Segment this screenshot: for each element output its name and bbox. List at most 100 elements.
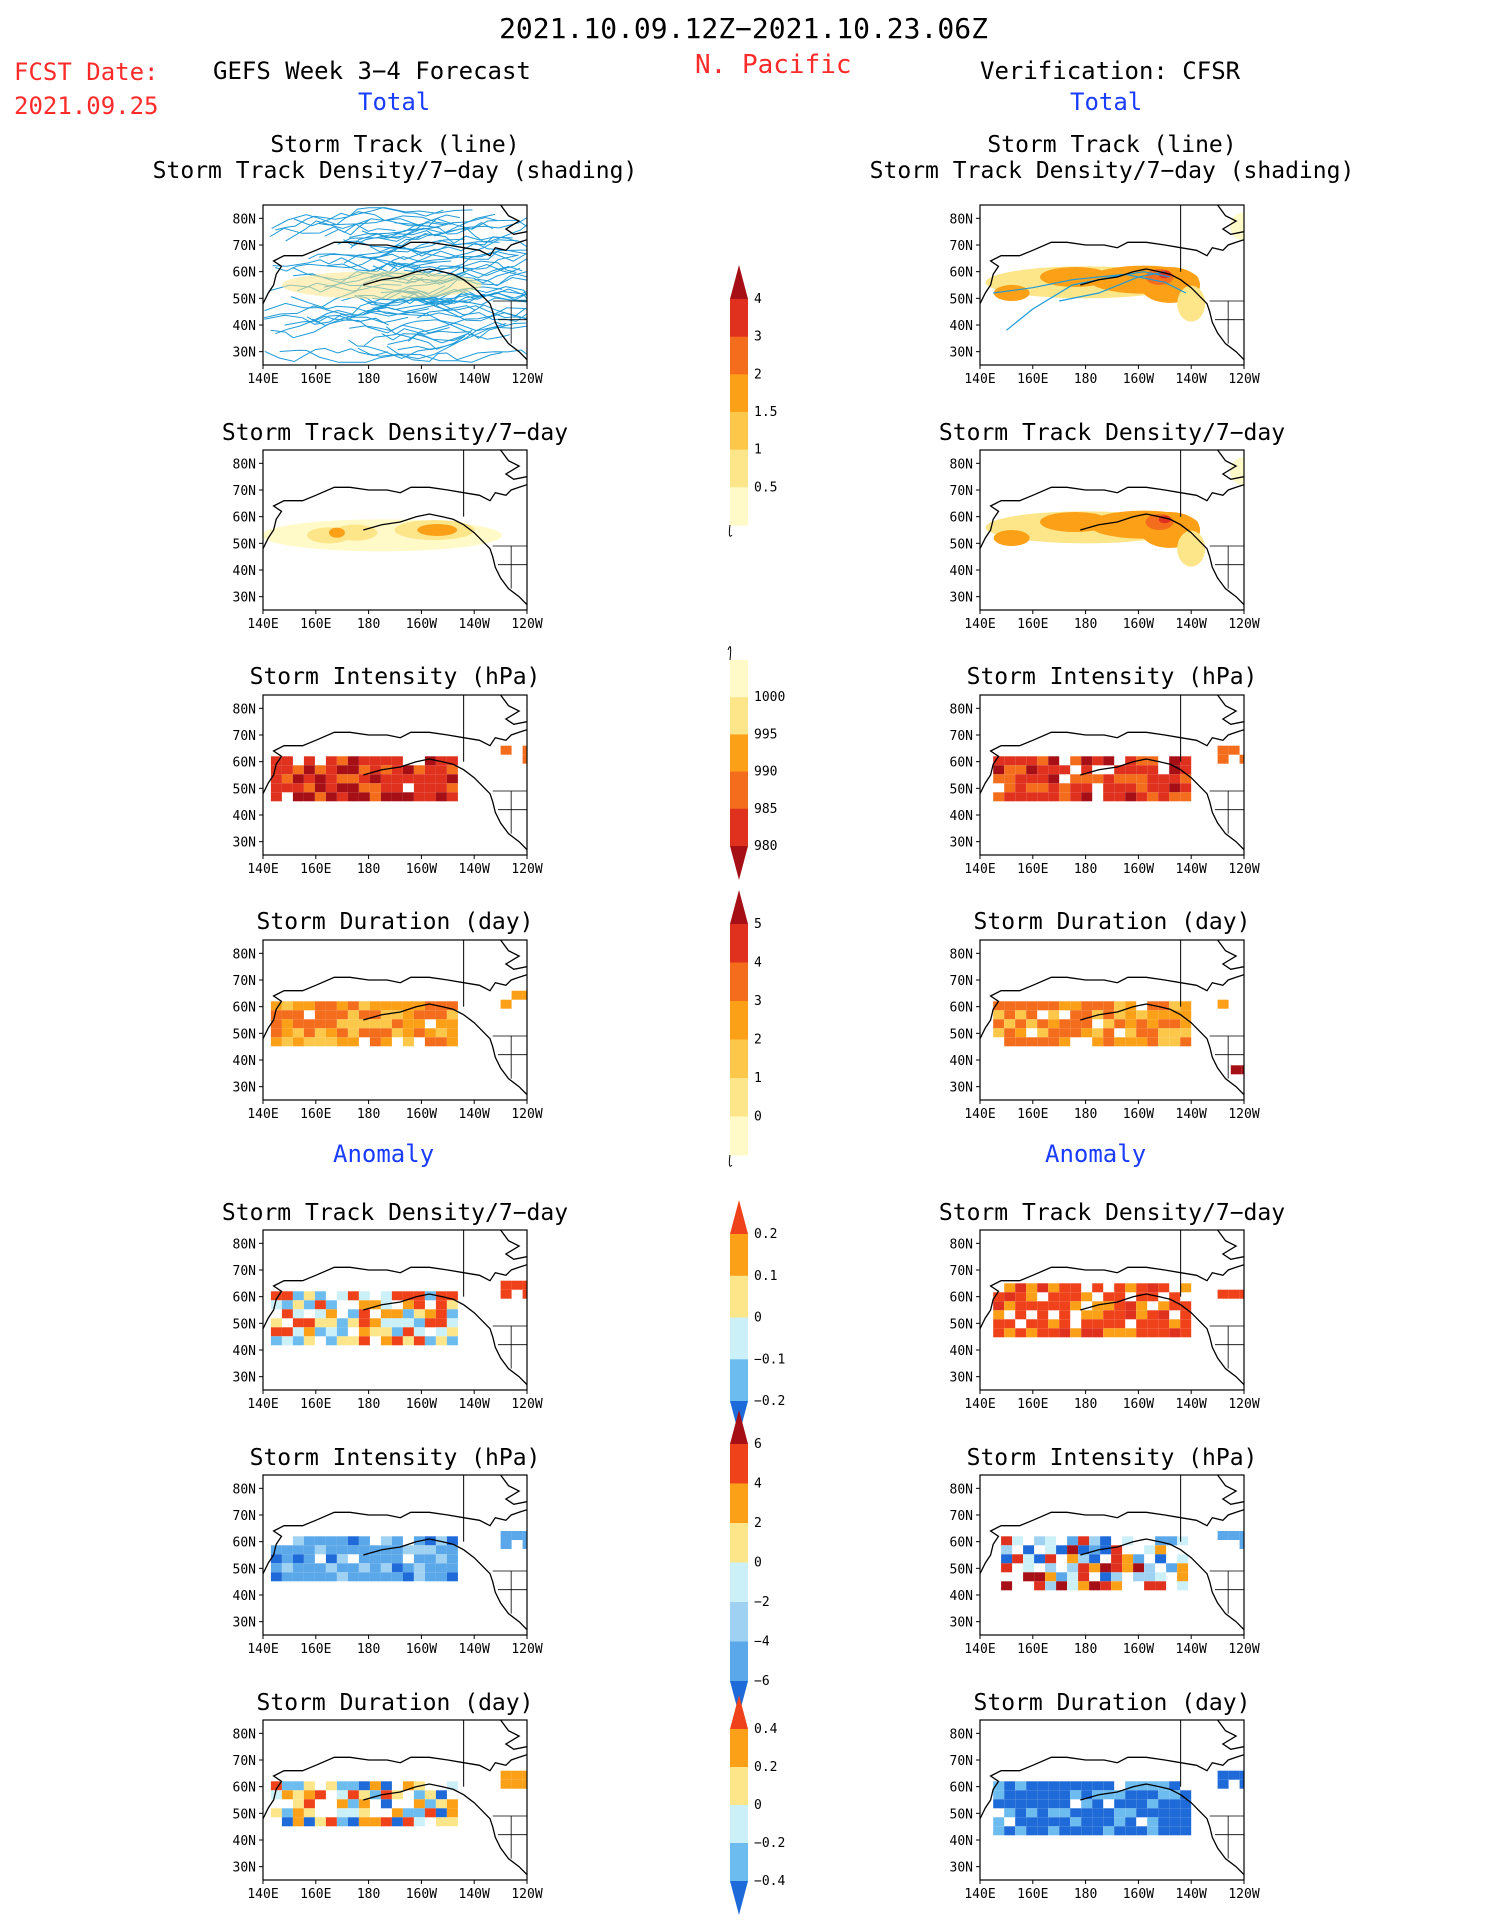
- grid-cell: [424, 1309, 436, 1319]
- colorbar-density-anomaly: 0.2 0.1 0 −0.1 −0.2: [730, 1200, 785, 1435]
- grid-cell: [1177, 1572, 1189, 1582]
- grid-cell: [303, 1781, 315, 1791]
- grid-cell: [1004, 1301, 1016, 1311]
- grid-cell: [303, 1563, 315, 1573]
- grid-cell: [1147, 1826, 1159, 1836]
- grid-cell: [435, 774, 447, 784]
- grid-cell: [1026, 1301, 1038, 1311]
- grid-cell: [1180, 1817, 1192, 1827]
- grid-cell: [1004, 792, 1016, 802]
- grid-cell: [1089, 1545, 1101, 1555]
- map-area: [263, 1230, 527, 1386]
- grid-cell: [1158, 1010, 1170, 1020]
- grid-cell: [1180, 1799, 1192, 1809]
- grid-cell: [446, 1554, 458, 1564]
- grid-cell: [424, 765, 436, 775]
- grid-cell: [1048, 1301, 1060, 1311]
- grid-cell: [993, 1790, 1005, 1800]
- grid-cell: [522, 1531, 527, 1540]
- grid-cell: [1180, 1028, 1192, 1038]
- grid-cell: [270, 783, 282, 793]
- lon-tick-label: 140W: [459, 1107, 490, 1122]
- colorbar-segment: [730, 449, 748, 488]
- grid-cell: [1059, 1790, 1071, 1800]
- grid-cell: [1103, 1328, 1115, 1338]
- colorbar-label: 3: [754, 330, 762, 345]
- grid-cell: [391, 1572, 403, 1582]
- colorbar-label: 4: [754, 1477, 762, 1492]
- grid-cell: [336, 1572, 348, 1582]
- grid-cell: [358, 1291, 370, 1301]
- lat-tick-label: 30N: [950, 1616, 973, 1631]
- grid-cell: [1114, 1310, 1126, 1320]
- storm-track-line: [264, 347, 389, 363]
- grid-cell: [1048, 1292, 1060, 1302]
- coastline: [500, 1230, 527, 1260]
- lon-tick-label: 140W: [1176, 1642, 1207, 1657]
- grid-cell: [347, 1019, 359, 1029]
- lat-tick-label: 50N: [950, 1562, 973, 1577]
- lat-tick-label: 50N: [950, 782, 973, 797]
- lon-tick-label: 160W: [1123, 372, 1154, 387]
- map-area: [980, 1230, 1244, 1386]
- grid-cell: [1103, 1781, 1115, 1791]
- grid-cell: [1136, 1790, 1148, 1800]
- grid-cell: [402, 1808, 414, 1818]
- grid-cell: [369, 1019, 381, 1029]
- panel-title: Storm Track Density/7−day: [939, 1200, 1285, 1226]
- grid-cell: [1037, 1808, 1049, 1818]
- lon-tick-label: 160W: [1123, 617, 1154, 632]
- grid-cell: [1001, 1563, 1013, 1573]
- grid-cell: [1037, 1001, 1049, 1011]
- grid-cell: [402, 1028, 414, 1038]
- colorbar-segment: [730, 1767, 748, 1806]
- lon-tick-label: 140E: [964, 1107, 995, 1122]
- grid-cell: [380, 1554, 392, 1564]
- grid-cell: [1136, 756, 1148, 766]
- grid-cell: [1015, 1310, 1027, 1320]
- colorbar-label: 980: [754, 839, 777, 854]
- grid-cell: [281, 1554, 293, 1564]
- grid-cell: [435, 1318, 447, 1328]
- grid-cell: [1037, 792, 1049, 802]
- grid-cell: [446, 1300, 458, 1310]
- lat-tick-label: 40N: [233, 1834, 256, 1849]
- grid-cell: [325, 1545, 337, 1555]
- grid-cell: [1180, 1328, 1192, 1338]
- grid-cell: [281, 1808, 293, 1818]
- grid-cell: [1180, 1319, 1192, 1329]
- grid-cell: [993, 1301, 1005, 1311]
- grid-cell: [1147, 1328, 1159, 1338]
- grid-cell: [292, 1037, 304, 1047]
- grid-cell: [1070, 1328, 1082, 1338]
- lat-tick-label: 40N: [950, 809, 973, 824]
- grid-cell: [380, 1309, 392, 1319]
- grid-cell: [413, 1318, 425, 1328]
- storm-track-line: [306, 314, 390, 326]
- grid-cell: [413, 1563, 425, 1573]
- coastline: [363, 513, 527, 606]
- lon-tick-label: 140E: [964, 862, 995, 877]
- grid-cell: [1067, 1554, 1079, 1564]
- grid-cell: [281, 1545, 293, 1555]
- grid-cell: [347, 1781, 359, 1791]
- grid-cell: [1169, 792, 1181, 802]
- grid-cell: [314, 1037, 326, 1047]
- grid-cell: [292, 1327, 304, 1337]
- grid-cell: [424, 1799, 436, 1809]
- grid-cell: [1125, 774, 1137, 784]
- grid-cell: [314, 1028, 326, 1038]
- map-frame: [979, 694, 1245, 856]
- lat-tick-label: 60N: [233, 1291, 256, 1306]
- lat-tick-label: 80N: [233, 702, 256, 717]
- grid-cell: [1169, 765, 1181, 775]
- grid-cell: [325, 1318, 337, 1328]
- grid-cell: [1048, 1283, 1060, 1293]
- grid-cell: [1015, 756, 1027, 766]
- lon-tick-label: 140E: [964, 617, 995, 632]
- grid-cell: [380, 765, 392, 775]
- grid-cell: [1103, 1019, 1115, 1029]
- colorbar-label: 1000: [754, 690, 785, 705]
- grid-cell: [391, 783, 403, 793]
- grid-cell: [1169, 1817, 1181, 1827]
